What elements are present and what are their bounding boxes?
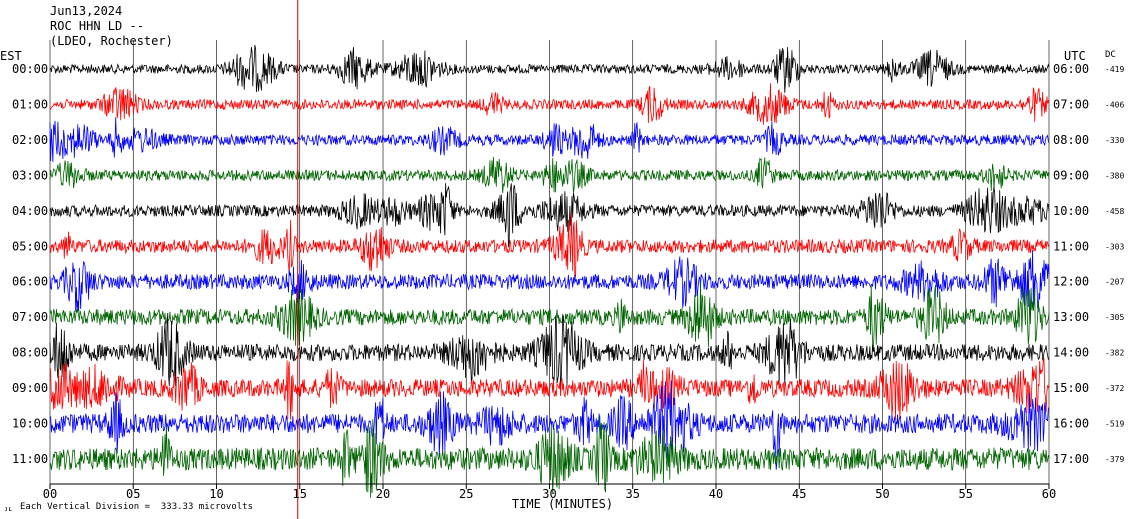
est-time-label: 06:00: [12, 275, 48, 289]
trace-row-0500: [49, 212, 1050, 278]
utc-time-label: 17:00: [1053, 452, 1089, 466]
est-time-label: 10:00: [12, 417, 48, 431]
utc-time-label: 09:00: [1053, 168, 1089, 182]
trace-row-0700: [49, 280, 1050, 352]
trace-layer: [49, 44, 1050, 498]
trace-row-0200: [49, 117, 1050, 163]
est-time-label: 02:00: [12, 133, 48, 147]
network-label: (LDEO, Rochester): [50, 34, 173, 48]
trace-row-0400: [49, 183, 1050, 248]
dc-offset-label: -207: [1105, 278, 1124, 287]
trace-row-0000: [49, 44, 1050, 93]
trace-row-0600: [49, 249, 1050, 313]
utc-time-label: 15:00: [1053, 381, 1089, 395]
row-labels: 00:00 06:00 -419 01:00 07:00 -406 02:00 08:00 -3…: [12, 62, 1124, 466]
est-time-label: 11:00: [12, 452, 48, 466]
est-time-label: 07:00: [12, 310, 48, 324]
x-tick-label: 40: [709, 487, 723, 501]
dc-label: DC: [1105, 50, 1116, 60]
date-label: Jun13,2024: [50, 4, 123, 18]
dc-offset-label: -419: [1105, 65, 1124, 74]
utc-time-label: 14:00: [1053, 346, 1089, 360]
x-tick-label: 25: [459, 487, 473, 501]
dc-offset-label: -303: [1105, 242, 1124, 251]
trace-row-0800: [49, 312, 1050, 388]
utc-time-label: 08:00: [1053, 133, 1089, 147]
x-tick-label: 10: [209, 487, 223, 501]
utc-time-label: 11:00: [1053, 239, 1089, 253]
utc-time-label: 10:00: [1053, 204, 1089, 218]
est-time-label: 01:00: [12, 97, 48, 111]
trace-row-0900: [49, 357, 1050, 420]
dc-offset-label: -380: [1105, 171, 1124, 180]
est-time-label: 09:00: [12, 381, 48, 395]
left-timezone-label: EST: [0, 49, 22, 63]
x-tick-label: 60: [1042, 487, 1056, 501]
est-time-label: 03:00: [12, 168, 48, 182]
dc-offset-label: -305: [1105, 313, 1124, 322]
est-time-label: 08:00: [12, 346, 48, 360]
trace-row-0100: [49, 83, 1050, 125]
utc-time-label: 06:00: [1053, 62, 1089, 76]
x-tick-label: 30: [542, 487, 556, 501]
x-tick-label: 45: [792, 487, 806, 501]
dc-offset-label: -372: [1105, 384, 1124, 393]
est-time-label: 00:00: [12, 62, 48, 76]
dc-offset-label: -379: [1105, 455, 1124, 464]
right-timezone-label: UTC: [1064, 49, 1086, 63]
station-label: ROC HHN LD --: [50, 19, 144, 33]
time-axis: 00 05 10 15 20 25 30 35 40 45 50 55 60 TIME (MINUTES): [43, 483, 1056, 511]
utc-time-label: 12:00: [1053, 275, 1089, 289]
trace-row-0300: [49, 156, 1050, 194]
dc-offset-label: -406: [1105, 100, 1124, 109]
trace-row-1100: [49, 415, 1050, 498]
dc-offset-label: -519: [1105, 420, 1124, 429]
x-tick-label: 35: [626, 487, 640, 501]
x-tick-label: 20: [376, 487, 390, 501]
x-tick-label: 50: [875, 487, 889, 501]
minute-gridlines: [49, 40, 1050, 484]
dc-offset-label: -382: [1105, 349, 1124, 358]
utc-time-label: 13:00: [1053, 310, 1089, 324]
dc-offset-label: -458: [1105, 207, 1124, 216]
est-time-label: 05:00: [12, 239, 48, 253]
x-tick-label: 55: [959, 487, 973, 501]
dc-offset-label: -330: [1105, 136, 1124, 145]
trace-row-1000: [49, 380, 1050, 470]
scale-note: Each Vertical Division = 333.33 microvol…: [20, 502, 253, 512]
x-tick-label: 00: [43, 487, 57, 501]
corner-mark: ᴊʟ: [4, 505, 13, 513]
est-time-label: 04:00: [12, 204, 48, 218]
x-tick-label: 15: [293, 487, 307, 501]
x-tick-label: 05: [126, 487, 140, 501]
x-axis-label: TIME (MINUTES): [512, 497, 613, 511]
utc-time-label: 16:00: [1053, 417, 1089, 431]
utc-time-label: 07:00: [1053, 97, 1089, 111]
